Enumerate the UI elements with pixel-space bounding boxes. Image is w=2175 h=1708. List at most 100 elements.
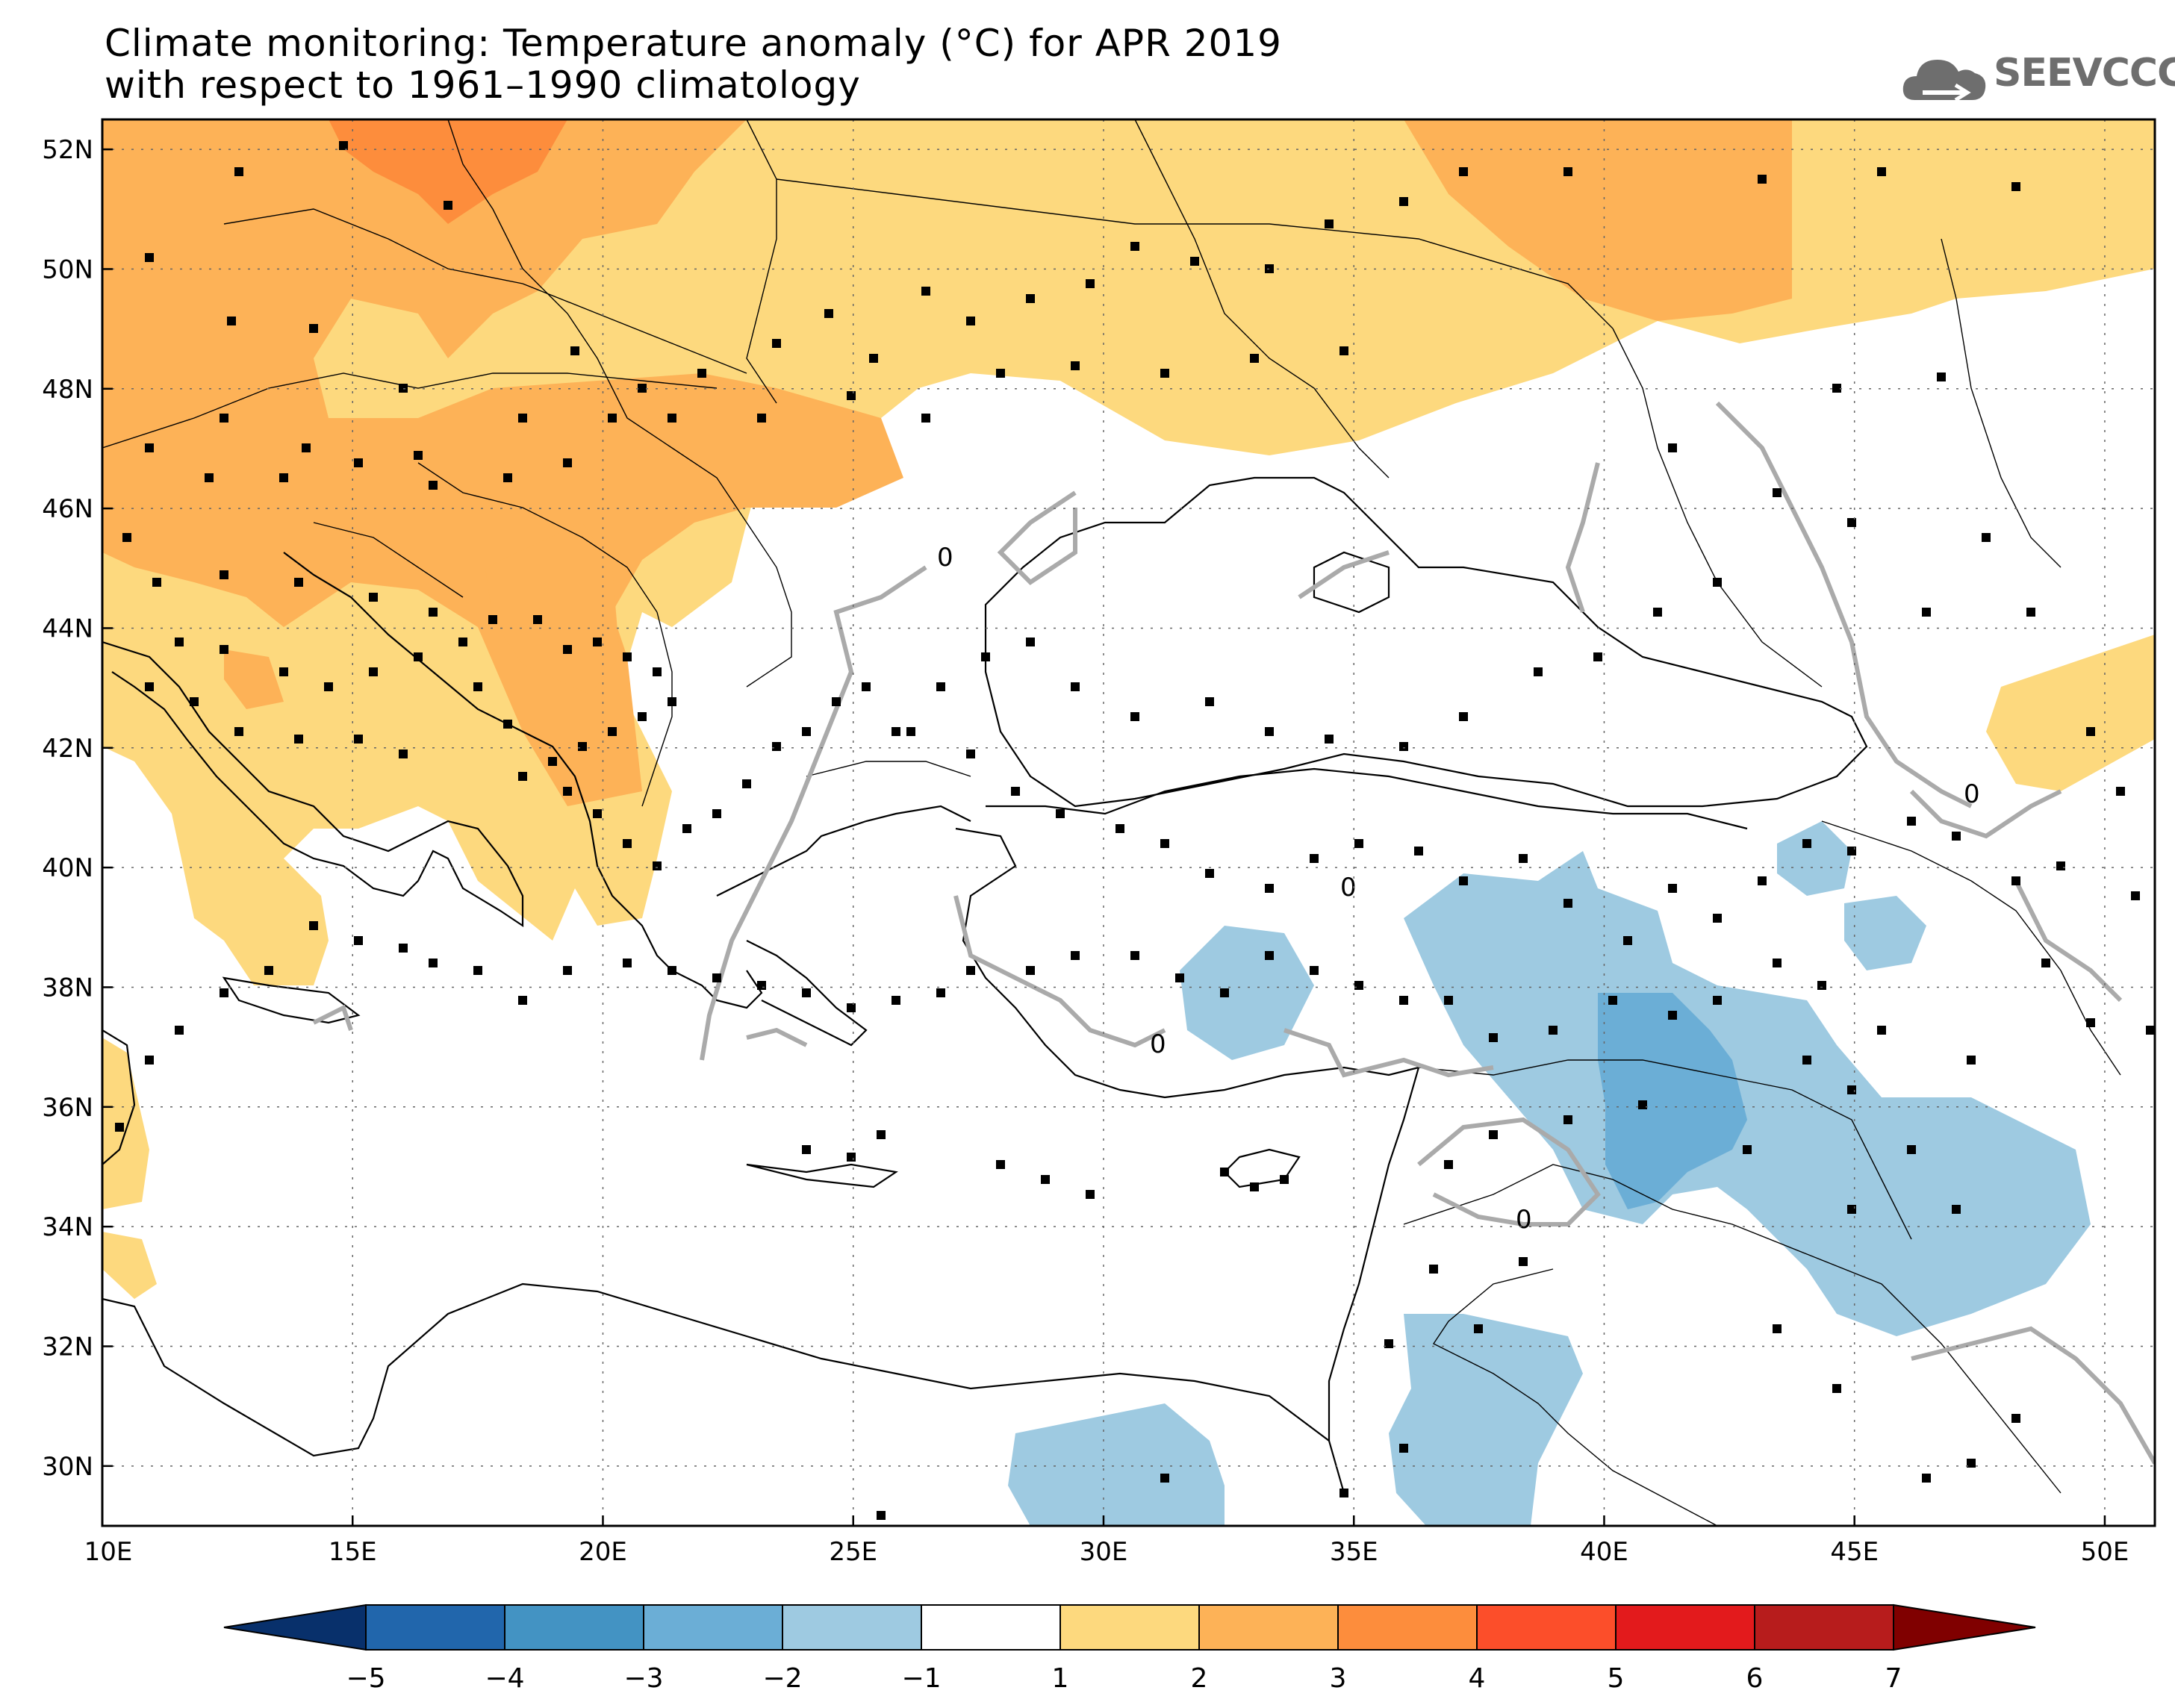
station-marker — [1802, 839, 1811, 848]
station-marker — [220, 645, 228, 654]
station-marker — [533, 615, 542, 624]
lat-tick-label: 38N — [42, 973, 93, 1003]
station-marker — [578, 742, 587, 751]
station-marker — [1160, 369, 1169, 378]
colorbar-segment — [1337, 1604, 1478, 1651]
station-marker — [414, 652, 423, 661]
station-marker — [1534, 667, 1543, 676]
station-marker — [1026, 966, 1035, 975]
station-marker — [145, 1056, 154, 1065]
anomaly-area-plus2-3-east — [1404, 119, 1792, 321]
station-marker — [921, 414, 930, 423]
station-marker — [354, 936, 363, 945]
station-marker — [966, 749, 975, 758]
station-marker — [1399, 742, 1408, 751]
station-marker — [1743, 1145, 1752, 1154]
station-marker — [892, 727, 900, 736]
map-field: 0 0 0 0 0 — [102, 119, 2155, 1526]
station-marker — [921, 287, 930, 296]
station-marker — [1444, 996, 1453, 1005]
colorbar-segment — [1060, 1604, 1200, 1651]
station-marker — [1160, 839, 1169, 848]
station-marker — [1250, 1182, 1259, 1191]
station-marker — [1354, 981, 1363, 990]
station-marker — [2146, 1026, 2155, 1035]
colorbar-segment — [921, 1604, 1061, 1651]
station-marker — [1563, 899, 1572, 908]
colorbar-label: 7 — [1885, 1663, 1902, 1694]
station-marker — [802, 1145, 811, 1154]
station-marker — [1773, 959, 1782, 967]
colorbar-segment — [1198, 1604, 1339, 1651]
station-marker — [563, 787, 572, 796]
station-marker — [1832, 384, 1841, 393]
station-marker — [1205, 869, 1214, 878]
station-marker — [772, 742, 781, 751]
station-marker — [2011, 876, 2020, 885]
station-marker — [1325, 219, 1334, 228]
colorbar-segment — [1476, 1604, 1617, 1651]
lon-tick-label: 35E — [1330, 1537, 1378, 1567]
station-marker — [503, 473, 512, 482]
lat-tick-label: 36N — [42, 1093, 93, 1123]
station-marker — [1922, 1474, 1931, 1483]
colorbar-label: −4 — [485, 1663, 524, 1694]
station-marker — [742, 779, 751, 788]
station-marker — [2086, 1018, 2095, 1027]
station-marker — [563, 458, 572, 467]
station-marker — [847, 391, 856, 400]
station-marker — [234, 727, 243, 736]
lon-tick-label: 45E — [1830, 1537, 1879, 1567]
station-marker — [234, 167, 243, 176]
station-marker — [1877, 1026, 1886, 1035]
colorbar-label: −1 — [901, 1663, 941, 1694]
station-marker — [862, 682, 871, 691]
station-marker — [1399, 197, 1408, 206]
station-marker — [1563, 1115, 1572, 1124]
station-marker — [1758, 175, 1767, 184]
station-marker — [2086, 727, 2095, 736]
station-marker — [2056, 861, 2065, 870]
colorbar-label: 6 — [1746, 1663, 1764, 1694]
station-marker — [2116, 787, 2125, 796]
colorbar-label: −5 — [346, 1663, 385, 1694]
station-marker — [264, 966, 273, 975]
station-marker — [1130, 951, 1139, 960]
station-marker — [1026, 294, 1035, 303]
station-marker — [1384, 1339, 1393, 1348]
station-marker — [1937, 373, 1946, 381]
station-marker — [1011, 787, 1020, 796]
station-marker — [1668, 1011, 1677, 1020]
station-marker — [757, 414, 766, 423]
lat-tick-label: 42N — [42, 734, 93, 764]
station-marker — [1519, 1257, 1528, 1266]
station-marker — [1265, 884, 1274, 893]
station-marker — [668, 414, 676, 423]
station-marker — [996, 369, 1005, 378]
station-marker — [1190, 257, 1199, 266]
station-marker — [145, 682, 154, 691]
station-marker — [429, 481, 438, 490]
station-marker — [414, 451, 423, 460]
station-marker — [1115, 824, 1124, 833]
station-marker — [548, 757, 557, 766]
station-marker — [623, 839, 632, 848]
station-marker — [563, 645, 572, 654]
station-marker — [1773, 1324, 1782, 1333]
station-marker — [1086, 279, 1095, 288]
station-marker — [175, 1026, 184, 1035]
station-marker — [638, 712, 647, 721]
station-marker — [1489, 1033, 1498, 1042]
axis-ticks: 10E 15E 20E 25E 30E 35E 40E 45E 50E 30N 32N 34N 36N 3… — [42, 135, 2129, 1567]
station-marker — [115, 1123, 124, 1132]
station-marker — [220, 570, 228, 579]
station-marker — [1265, 951, 1274, 960]
station-marker — [1339, 1489, 1348, 1497]
anomaly-area-plus1-2-libya — [102, 1232, 157, 1299]
contour-labels: 0 0 0 0 0 — [937, 543, 1980, 1235]
station-marker — [847, 1153, 856, 1162]
station-marker — [1429, 1265, 1438, 1274]
station-marker — [802, 988, 811, 997]
station-marker — [1325, 735, 1334, 744]
